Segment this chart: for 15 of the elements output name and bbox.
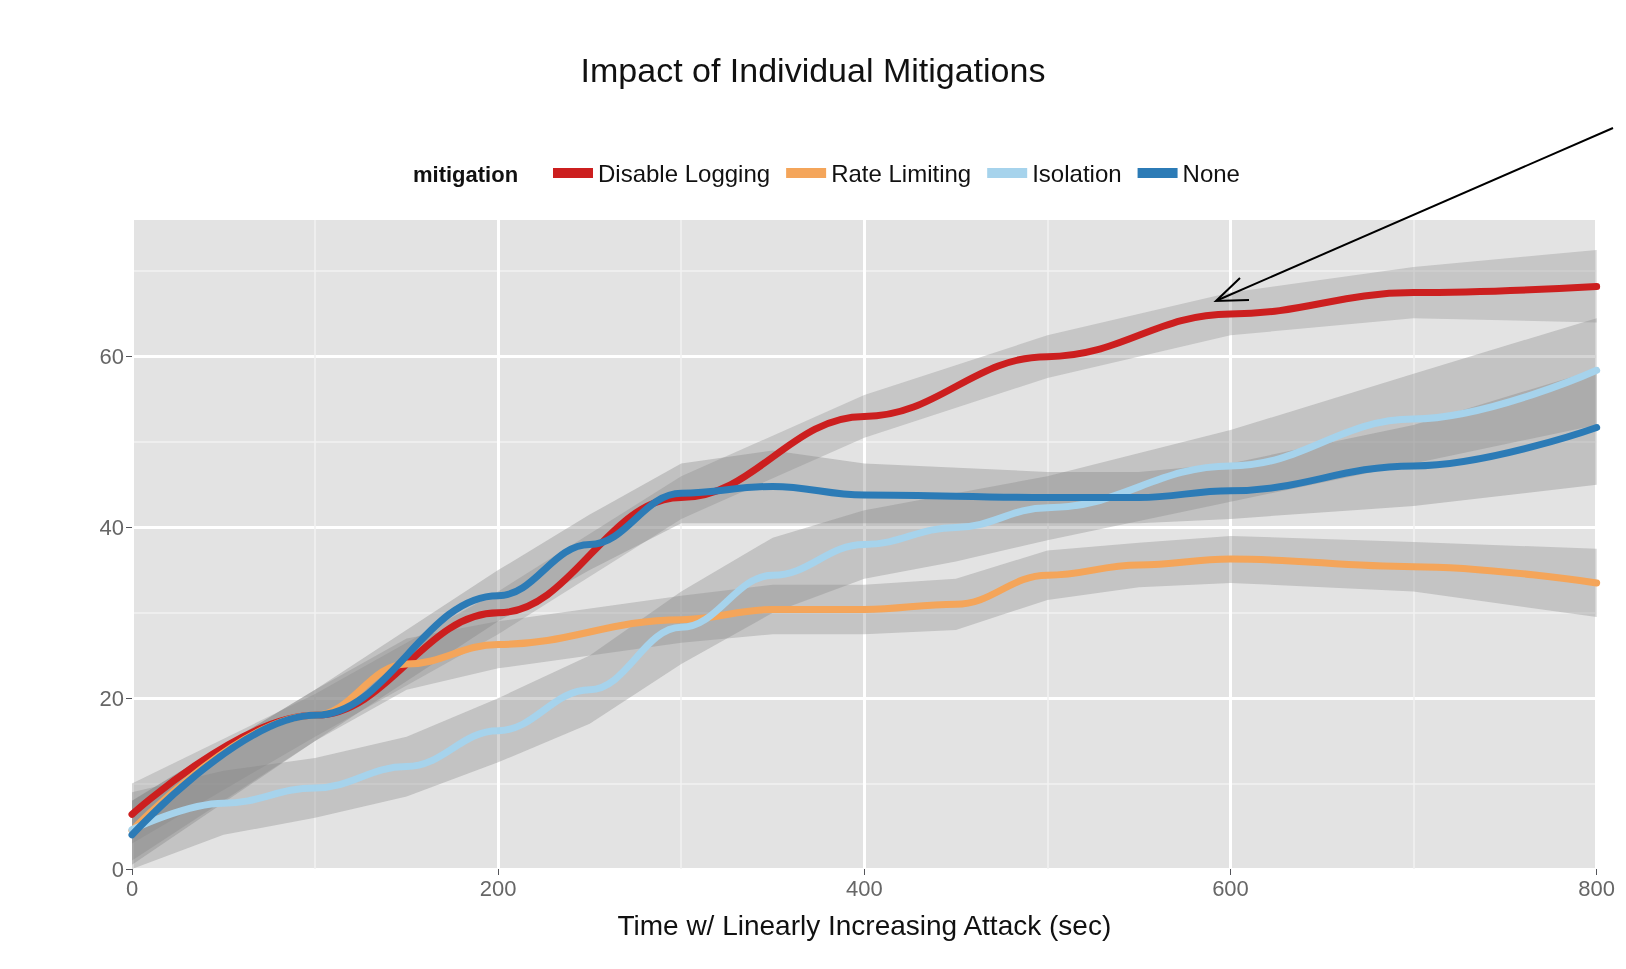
y-tick-label: 20 xyxy=(99,685,124,711)
y-tick-label: 0 xyxy=(111,856,124,882)
y-tick-label: 60 xyxy=(99,344,124,370)
legend-label: Rate Limiting xyxy=(831,159,972,187)
x-tick-label: 800 xyxy=(1578,875,1616,901)
x-tick-label: 400 xyxy=(845,875,883,901)
legend-label: Isolation xyxy=(1032,159,1122,187)
y-tick-label: 40 xyxy=(99,514,124,540)
legend-label: Disable Logging xyxy=(598,159,771,187)
chart-title: Impact of Individual Mitigations xyxy=(580,51,1046,89)
x-tick-label: 600 xyxy=(1212,875,1249,901)
legend-label: None xyxy=(1182,159,1240,187)
x-tick-label: 200 xyxy=(479,875,517,901)
x-axis-title: Time w/ Linearly Increasing Attack (sec) xyxy=(617,909,1112,941)
legend-title: mitigation xyxy=(413,161,519,187)
